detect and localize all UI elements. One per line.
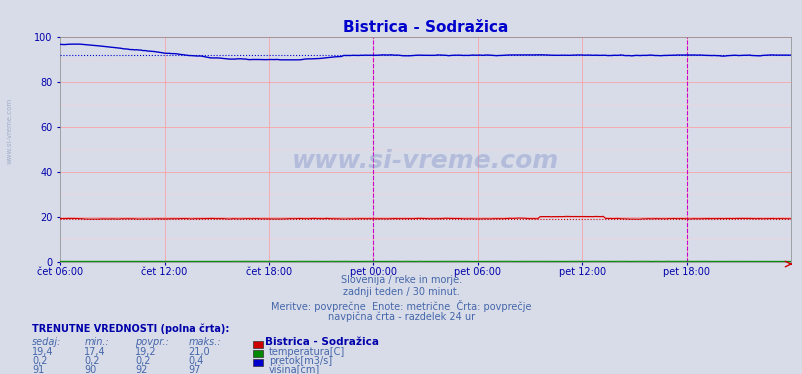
Text: 21,0: 21,0 [188,347,210,357]
Text: 97: 97 [188,365,200,374]
Text: 0,2: 0,2 [32,356,47,366]
Text: 19,4: 19,4 [32,347,54,357]
Text: 92: 92 [135,365,147,374]
Text: 0,2: 0,2 [135,356,150,366]
Text: 19,2: 19,2 [135,347,156,357]
Text: 91: 91 [32,365,44,374]
Text: navpična črta - razdelek 24 ur: navpična črta - razdelek 24 ur [327,312,475,322]
Text: Slovenija / reke in morje.: Slovenija / reke in morje. [341,275,461,285]
Text: zadnji teden / 30 minut.: zadnji teden / 30 minut. [342,287,460,297]
Text: www.si-vreme.com: www.si-vreme.com [292,149,558,173]
Text: Meritve: povprečne  Enote: metrične  Črta: povprečje: Meritve: povprečne Enote: metrične Črta:… [271,300,531,312]
Text: povpr.:: povpr.: [135,337,168,347]
Text: pretok[m3/s]: pretok[m3/s] [269,356,332,366]
Text: sedaj:: sedaj: [32,337,62,347]
Text: 0,2: 0,2 [84,356,99,366]
Text: 0,4: 0,4 [188,356,204,366]
Title: Bistrica - Sodražica: Bistrica - Sodražica [342,20,508,35]
Text: višina[cm]: višina[cm] [269,365,320,374]
Text: 90: 90 [84,365,96,374]
Text: TRENUTNE VREDNOSTI (polna črta):: TRENUTNE VREDNOSTI (polna črta): [32,324,229,334]
Text: 17,4: 17,4 [84,347,106,357]
Text: Bistrica - Sodražica: Bistrica - Sodražica [265,337,379,347]
Text: min.:: min.: [84,337,109,347]
Text: temperatura[C]: temperatura[C] [269,347,345,357]
Text: maks.:: maks.: [188,337,221,347]
Text: www.si-vreme.com: www.si-vreme.com [6,98,12,164]
